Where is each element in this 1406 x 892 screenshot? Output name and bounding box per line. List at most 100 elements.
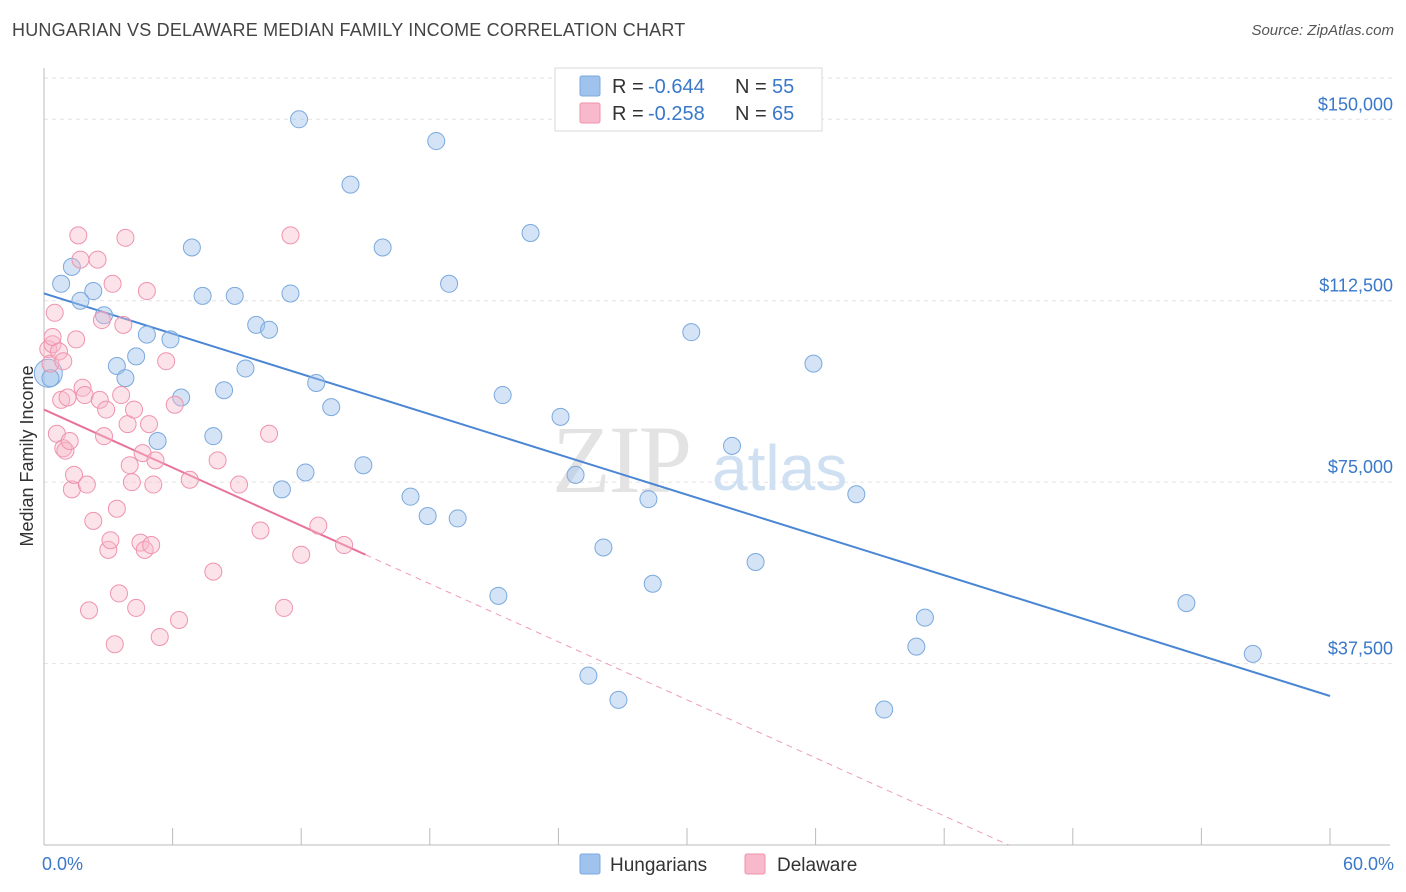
data-point [43, 335, 62, 354]
data-point [193, 286, 212, 305]
data-point [341, 175, 360, 194]
data-point [401, 487, 420, 506]
data-point [290, 110, 309, 129]
data-point [180, 470, 199, 489]
data-point [33, 358, 63, 388]
legend-swatch-delaware [579, 102, 601, 124]
data-point [875, 700, 894, 719]
data-point [215, 381, 234, 400]
data-point [170, 611, 189, 630]
legend-n-label-delaware: N = [735, 103, 767, 125]
data-point [90, 390, 109, 409]
y-tick-label: $75,000 [1328, 457, 1393, 477]
chart-title: HUNGARIAN VS DELAWARE MEDIAN FAMILY INCO… [12, 20, 686, 40]
data-point [639, 490, 658, 509]
chart-source: Source: ZipAtlas.com [1251, 22, 1394, 39]
y-axis-title: Median Family Income [17, 365, 37, 546]
series-hungarians [41, 110, 1262, 719]
bottom-legend-label-hungarians: Hungarians [610, 855, 707, 876]
data-point [309, 516, 328, 535]
data-point [92, 311, 111, 330]
series-delaware [39, 226, 354, 654]
data-point [114, 315, 133, 334]
legend-r-value-delaware: -0.258 [648, 103, 705, 125]
data-point [80, 601, 99, 620]
data-point [127, 598, 146, 617]
y-tick-label: $150,000 [1318, 94, 1393, 114]
data-point [1243, 644, 1262, 663]
data-point [230, 475, 249, 494]
data-point [682, 323, 701, 342]
data-point [204, 562, 223, 581]
data-point [103, 274, 122, 293]
data-points [33, 110, 1262, 719]
data-point [307, 373, 326, 392]
data-point [281, 226, 300, 245]
data-point [137, 282, 156, 301]
data-point [60, 432, 79, 451]
trend-extension-delaware [365, 554, 1009, 846]
y-tick-labels: $37,500 $75,000 $112,500 $150,000 [1318, 94, 1393, 658]
data-point [127, 347, 146, 366]
data-point [236, 359, 255, 378]
legend-n-label-hungarians: N = [735, 76, 767, 98]
data-point [56, 441, 75, 460]
data-point [272, 480, 291, 499]
data-point [609, 690, 628, 709]
data-point [322, 398, 341, 417]
data-point [551, 407, 570, 426]
data-point [204, 427, 223, 446]
data-point [373, 238, 392, 257]
data-point [594, 538, 613, 557]
watermark-atlas: atlas [712, 432, 847, 504]
data-point [275, 598, 294, 617]
x-ticks [43, 828, 1331, 845]
data-point [440, 274, 459, 293]
data-point [579, 666, 598, 685]
legend-n-value-hungarians: 55 [772, 76, 794, 98]
data-point [140, 415, 159, 434]
data-point [71, 291, 90, 310]
legend-r-label-hungarians: R = [612, 76, 644, 98]
data-point [142, 536, 161, 555]
legend-swatch-hungarians [579, 75, 601, 97]
data-point [643, 574, 662, 593]
data-point [493, 386, 512, 405]
data-point [448, 509, 467, 528]
data-point [41, 369, 60, 388]
data-point [120, 456, 139, 475]
data-point [146, 451, 165, 470]
data-point [723, 436, 742, 455]
data-point [69, 226, 88, 245]
data-point [73, 378, 92, 397]
data-point [122, 473, 141, 492]
axes [43, 68, 1390, 846]
data-point [489, 586, 508, 605]
trend-line-hungarians [43, 292, 1331, 697]
data-point [182, 238, 201, 257]
y-tick-label: $37,500 [1328, 639, 1393, 659]
data-point [566, 465, 585, 484]
data-point [84, 511, 103, 530]
legend-n-value-delaware: 65 [772, 103, 794, 125]
data-point [112, 386, 131, 405]
data-point [292, 545, 311, 564]
data-point [157, 352, 176, 371]
data-point [172, 388, 191, 407]
data-point [521, 223, 540, 242]
data-point [58, 388, 77, 407]
y-tick-label: $112,500 [1319, 276, 1393, 296]
data-point [97, 400, 116, 419]
data-point [54, 352, 73, 371]
data-point [165, 395, 184, 414]
data-point [54, 439, 73, 458]
data-point [88, 250, 107, 269]
data-point [847, 485, 866, 504]
legend-r-value-hungarians: -0.644 [648, 76, 705, 98]
data-point [208, 451, 227, 470]
data-point [335, 536, 354, 555]
watermark: ZIP atlas [552, 406, 847, 513]
data-point [915, 608, 934, 627]
data-point [137, 325, 156, 344]
